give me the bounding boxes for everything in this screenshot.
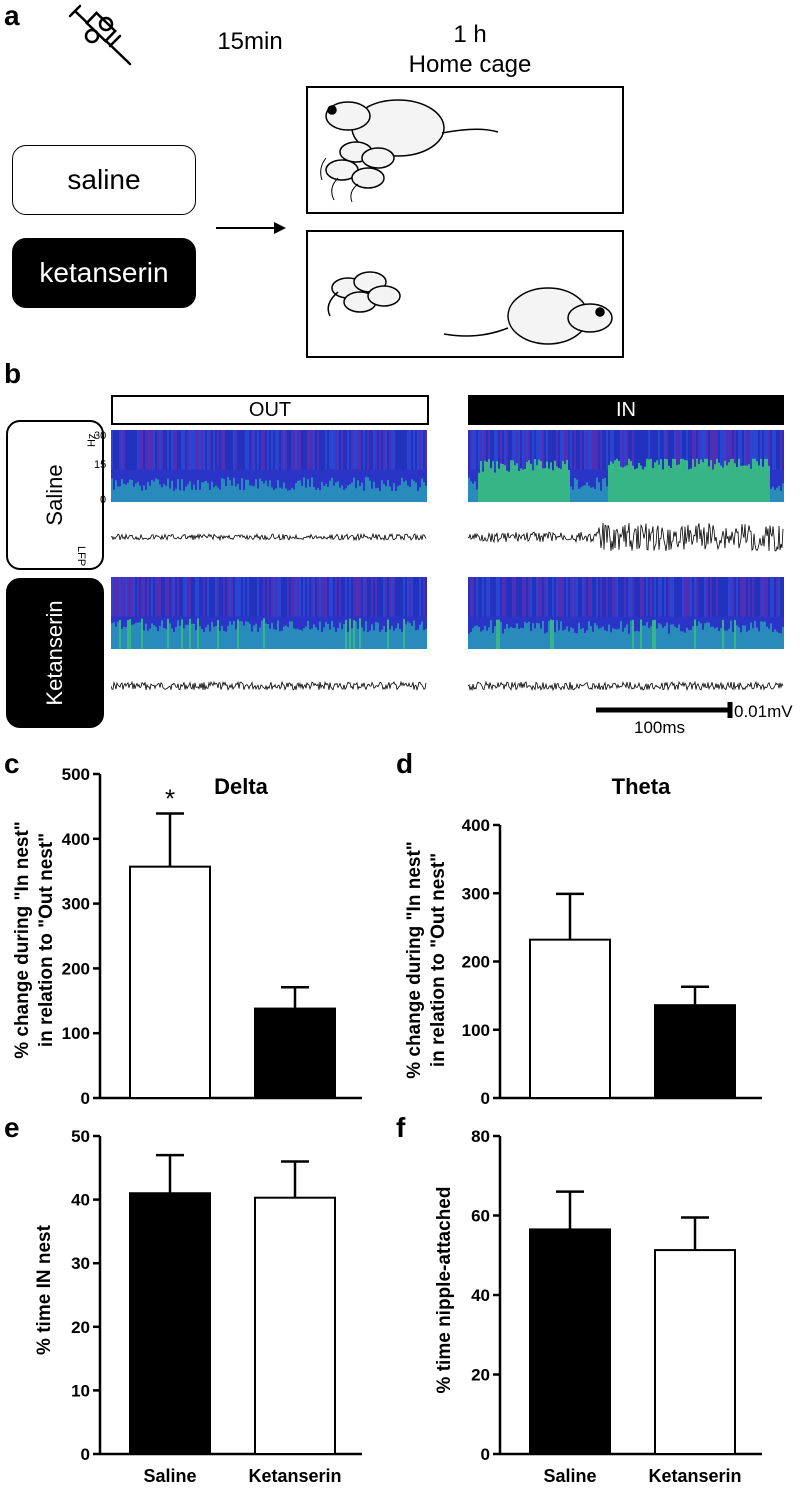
category-label: Ketanserin (648, 1110, 741, 1112)
y-tick-label: 10 (71, 1381, 90, 1400)
lfp-trace-saline-out (111, 532, 427, 542)
category-label: Ketanserin (648, 1466, 741, 1486)
cage-saline (306, 86, 624, 214)
y-axis-label: % change during "In nest" (12, 821, 33, 1059)
y-axis-label-line2: in relation to "Out nest" (428, 853, 449, 1067)
y-tick-label: 40 (471, 1286, 490, 1305)
spectrogram-saline-out (111, 430, 427, 502)
y-tick-label: 100 (62, 1024, 90, 1043)
bar-ketanserin (254, 1007, 336, 1100)
spectrogram-saline-in (468, 430, 784, 502)
bar-saline (129, 865, 211, 1099)
lfp-axis-label: LFP (75, 546, 87, 567)
y-tick-label: 40 (71, 1191, 90, 1210)
bar-ketanserin (254, 1196, 336, 1456)
y-axis-label: % time nipple-attached (434, 1187, 455, 1394)
y-tick-label: 0 (481, 1445, 490, 1464)
scale-time-label: 100ms (634, 718, 686, 737)
rat-with-pups-icon (320, 99, 499, 203)
chart-f-nipple-attached: 0 20 40 60 80 % time nipple-attached Saline Ket… (434, 1130, 762, 1486)
y-tick-label: 100 (462, 1021, 490, 1040)
panel-c-letter: c (4, 748, 20, 779)
rat-separated-icon (327, 271, 613, 345)
y-tick-label: 20 (71, 1318, 90, 1337)
in-column-header: IN (468, 395, 784, 425)
category-label: Saline (143, 1466, 196, 1486)
y-tick-label: 30 (71, 1254, 90, 1273)
panel-f-letter: f (396, 1112, 406, 1143)
cage-ketanserin (306, 230, 624, 358)
y-tick-label: 0 (81, 1445, 90, 1464)
y-axis-label: % time IN nest (34, 1224, 55, 1355)
chart-e-time-in-nest: 0 10 20 30 40 50 % time IN nest Saline Ketanseri… (34, 1130, 362, 1486)
cage-name-label: Home cage (408, 51, 532, 78)
significance-mark: * (165, 784, 175, 814)
cage-duration-label: 1 h (453, 21, 487, 48)
hz-tick-0: 0 (100, 494, 107, 506)
spectrogram-ketanserin-out (111, 577, 427, 649)
bar-ketanserin (654, 1249, 736, 1455)
lfp-trace-saline-in (468, 522, 784, 552)
out-column-header: OUT (111, 395, 429, 425)
y-tick-label: 20 (471, 1366, 490, 1385)
category-label: Ketanserin (248, 1110, 341, 1112)
chart-title: Theta (612, 774, 671, 799)
chart-d-theta: Theta 0 100 200 300 400 % change during "In ne… (404, 774, 762, 1112)
y-tick-label: 400 (62, 830, 90, 849)
arrow-icon (216, 222, 286, 234)
spectrogram-ketanserin-in (468, 577, 784, 649)
y-tick-label: 400 (462, 816, 490, 835)
ketanserin-row-label: Ketanserin (6, 578, 104, 728)
saline-condition-box: saline (12, 145, 196, 215)
y-tick-label: 50 (71, 1130, 90, 1146)
panel-a-letter: a (4, 0, 20, 31)
y-tick-label: 80 (471, 1130, 490, 1146)
y-tick-label: 200 (62, 959, 90, 978)
chart-title: Delta (214, 774, 269, 799)
panel-e-letter: e (4, 1112, 20, 1143)
category-label: Ketanserin (248, 1466, 341, 1486)
injection-time-label: 15min (217, 28, 283, 55)
y-tick-label: 0 (481, 1089, 490, 1108)
home-cage-header: 1 h Home cage (350, 20, 590, 80)
syringe-icon (68, 4, 132, 66)
y-tick-label: 500 (62, 765, 90, 784)
bar-saline (529, 938, 611, 1099)
lfp-trace-ketanserin-out (111, 680, 427, 692)
panel-b-letter: b (4, 358, 22, 389)
panel-d-letter: d (396, 748, 414, 779)
saline-row-label: Saline (6, 420, 104, 570)
y-tick-label: 300 (62, 895, 90, 914)
y-tick-label: 0 (81, 1089, 90, 1108)
lfp-trace-ketanserin-in (468, 680, 784, 692)
y-axis-label: % change during "In nest" (404, 841, 425, 1079)
category-label: Saline (543, 1466, 596, 1486)
y-tick-label: 200 (462, 953, 490, 972)
bar-ketanserin (654, 1004, 736, 1099)
hz-tick-15: 15 (94, 459, 107, 471)
ketanserin-condition-box: ketanserin (12, 238, 196, 308)
scale-amp-label: 0.01mV (734, 702, 793, 721)
bar-saline (529, 1228, 611, 1455)
scale-bar (596, 702, 733, 718)
category-label: Saline (543, 1110, 596, 1112)
y-tick-label: 60 (471, 1207, 490, 1226)
y-axis-label-line2: in relation to "Out nest" (36, 833, 57, 1047)
y-tick-label: 300 (462, 884, 490, 903)
category-label: Saline (143, 1110, 196, 1112)
bar-saline (129, 1192, 211, 1456)
chart-c-delta: Delta 0 100 200 300 400 500 % change during "In… (12, 765, 362, 1112)
hz-tick-30: 30 (94, 430, 107, 442)
